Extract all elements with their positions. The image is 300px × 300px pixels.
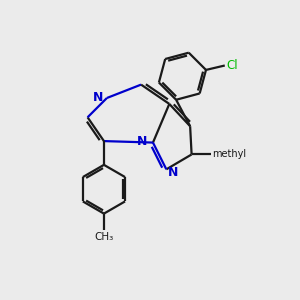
Text: N: N: [168, 166, 178, 179]
Text: methyl: methyl: [212, 149, 247, 160]
Text: N: N: [93, 92, 103, 104]
Text: CH₃: CH₃: [94, 232, 114, 242]
Text: N: N: [137, 135, 148, 148]
Text: Cl: Cl: [226, 59, 238, 72]
